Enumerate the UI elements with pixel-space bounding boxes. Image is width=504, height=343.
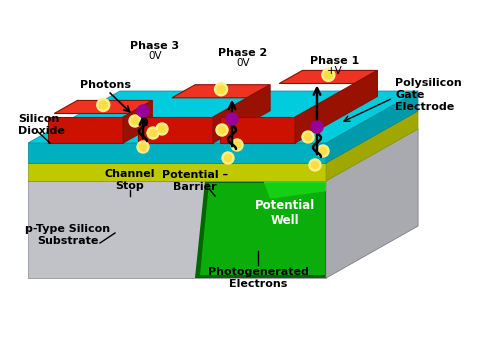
Polygon shape: [200, 183, 325, 275]
Circle shape: [309, 159, 321, 171]
Text: Phase 2: Phase 2: [218, 48, 268, 58]
Circle shape: [233, 142, 240, 149]
Polygon shape: [220, 117, 295, 143]
Circle shape: [231, 139, 243, 151]
Circle shape: [320, 147, 327, 154]
Circle shape: [99, 101, 107, 109]
Polygon shape: [195, 181, 326, 278]
Polygon shape: [279, 70, 377, 83]
Polygon shape: [28, 163, 326, 181]
Text: p-Type Silicon
Substrate: p-Type Silicon Substrate: [25, 224, 110, 246]
Polygon shape: [172, 85, 270, 98]
Circle shape: [132, 118, 139, 125]
Polygon shape: [123, 100, 152, 143]
Circle shape: [137, 105, 149, 117]
Circle shape: [97, 98, 110, 111]
Polygon shape: [28, 181, 326, 278]
Circle shape: [147, 127, 159, 139]
Circle shape: [322, 69, 335, 81]
Polygon shape: [48, 117, 123, 143]
Text: 0V: 0V: [148, 51, 162, 61]
Polygon shape: [326, 129, 418, 278]
Polygon shape: [246, 134, 382, 204]
Circle shape: [304, 133, 311, 141]
Circle shape: [219, 127, 225, 133]
Circle shape: [226, 113, 238, 125]
Polygon shape: [326, 129, 418, 278]
Circle shape: [216, 124, 228, 136]
Polygon shape: [28, 91, 418, 143]
Circle shape: [302, 131, 314, 143]
Polygon shape: [28, 143, 326, 163]
Polygon shape: [326, 91, 418, 163]
Circle shape: [140, 143, 147, 151]
Circle shape: [156, 123, 168, 135]
Circle shape: [137, 141, 149, 153]
Polygon shape: [54, 100, 152, 114]
Text: Phase 1: Phase 1: [310, 56, 360, 66]
Polygon shape: [253, 137, 379, 199]
Polygon shape: [138, 117, 213, 143]
Polygon shape: [326, 111, 418, 181]
Circle shape: [325, 71, 332, 79]
Text: Photogenerated
Electrons: Photogenerated Electrons: [208, 267, 308, 289]
Circle shape: [222, 152, 234, 164]
Circle shape: [158, 126, 165, 132]
Text: +V: +V: [327, 66, 343, 76]
Polygon shape: [295, 70, 377, 143]
Text: Silicon
Dioxide: Silicon Dioxide: [18, 114, 65, 136]
Text: Phase 3: Phase 3: [131, 41, 179, 51]
Circle shape: [129, 115, 141, 127]
Polygon shape: [28, 129, 418, 181]
Text: Potential
Well: Potential Well: [255, 199, 315, 227]
Text: Photons: Photons: [80, 80, 131, 90]
Text: 0V: 0V: [236, 58, 250, 68]
Text: Channel
Stop: Channel Stop: [105, 169, 155, 191]
Circle shape: [150, 130, 157, 137]
Circle shape: [311, 162, 319, 168]
Circle shape: [311, 121, 323, 133]
Polygon shape: [213, 85, 270, 143]
Circle shape: [215, 83, 227, 96]
Text: Polysilicon
Gate
Electrode: Polysilicon Gate Electrode: [395, 79, 462, 111]
Circle shape: [317, 145, 329, 157]
Polygon shape: [28, 111, 418, 163]
Text: Potential –
Barrier: Potential – Barrier: [162, 170, 228, 192]
Circle shape: [224, 154, 231, 162]
Circle shape: [217, 85, 225, 93]
